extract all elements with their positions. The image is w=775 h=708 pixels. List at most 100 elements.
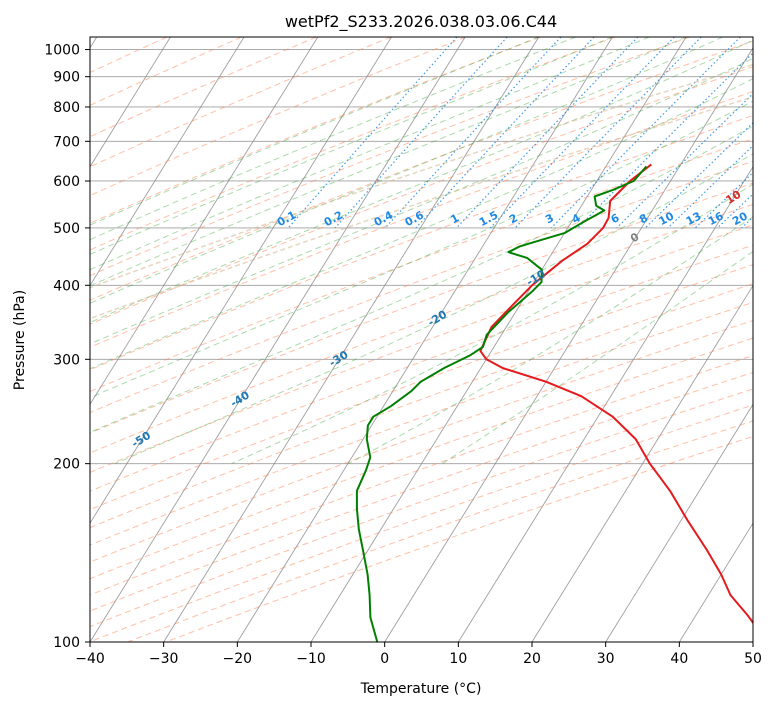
mixing-ratio-label: 6 [609,211,622,226]
mixing-ratio-line [766,37,775,228]
mixing-ratio-label: 2 [507,211,520,226]
x-tick-label: −10 [296,651,326,667]
dry-adiabat-line [90,37,616,251]
mixing-ratio-line [514,37,702,229]
isotherm-label: 0 [628,230,642,245]
mixing-ratio-line [456,37,639,229]
dry-adiabat-line [90,37,690,277]
moist-adiabat-line [90,78,753,370]
dry-adiabat-line [90,354,753,596]
moist-adiabat-line [90,100,753,399]
x-tick-label: −20 [223,651,253,667]
mixing-ratio-label: 0.6 [403,208,427,229]
mixing-ratio-line [616,92,753,229]
mixing-ratio-line [334,37,508,229]
isotherm-line [384,47,753,642]
mixing-ratio-label: 0.1 [275,209,298,230]
dry-adiabat-line [90,264,753,511]
isotherm-line [90,37,319,406]
mixing-ratio-line [550,37,741,229]
isotherm-label: -40 [228,388,252,410]
isotherm-line [752,641,753,642]
dry-adiabat-line [90,203,753,454]
moist-adiabat-line [90,37,650,271]
plot-area [90,37,775,642]
isotherm-line [605,403,753,642]
dry-adiabat-line [90,37,242,106]
y-tick-label: 800 [53,100,80,116]
moist-adiabat-line [348,216,753,465]
x-tick-label: 50 [744,651,762,667]
isotherm-label: -30 [327,348,351,370]
mixing-ratio-label: 1.5 [477,208,500,229]
y-tick-label: 300 [53,352,80,368]
dry-adiabat-line [90,90,753,348]
equivalent-potential-temperature-line [90,63,753,289]
x-tick-label: 20 [523,651,541,667]
y-tick-label: 700 [53,134,80,150]
x-tick-label: 10 [449,651,467,667]
isotherm-line [90,37,245,287]
y-tick-label: 400 [53,278,80,294]
y-tick-label: 900 [53,70,80,86]
moist-adiabat-line [90,37,539,226]
mixing-ratio-label: 3 [543,211,556,226]
isotherm-line [236,37,613,642]
chart-title: wetPf2_S233.2026.038.03.06.C44 [285,12,557,32]
line-labels: -100-90-80-70-60-50-40-30-20-10010203040… [31,188,750,491]
mixing-ratio-line [741,216,753,229]
isotherm-line [90,37,392,525]
dry-adiabat-line [90,319,753,563]
moist-adiabat-line [90,37,687,287]
mixing-ratio-line [489,37,675,229]
isotherm-line [457,165,753,642]
plot-frame [89,36,754,643]
moist-adiabat-line [90,37,724,304]
axes: −40 −30 −20 −10 0 10 20 30 40 5010009008007006005… [44,43,762,667]
x-axis-title: Temperature (°C) [360,681,482,697]
moist-adiabat-line [90,125,753,433]
y-tick-label: 600 [53,174,80,190]
isotherm-label: -50 [129,429,153,451]
dry-adiabat-line [90,37,392,168]
moist-adiabat-line [90,37,613,255]
dry-adiabat-line [90,224,753,473]
x-tick-label: 0 [380,651,389,667]
dry-adiabat-line [90,371,753,612]
x-tick-label: −30 [149,651,179,667]
mixing-ratio-label: 13 [684,209,704,228]
mixing-ratio-line [384,37,562,229]
dry-adiabat-line [90,388,753,628]
dry-adiabat-line [90,160,753,414]
dry-adiabat-line [90,37,466,197]
y-tick-label: 200 [53,457,80,473]
isotherm-line [90,37,466,642]
temperature-profile-line [479,163,753,625]
dry-adiabat-line [90,37,541,224]
dry-adiabat-line [90,404,753,642]
mixing-ratio-label: 0.2 [322,208,345,229]
mixing-ratio-label: 10 [657,209,677,228]
dry-adiabat-line [90,40,753,301]
mixing-ratio-line [415,37,595,229]
mixing-ratio-label: 16 [706,209,726,228]
moist-adiabat-line [90,39,753,324]
isotherm-line [531,284,753,642]
y-tick-label: 100 [53,635,80,651]
isotherm-label: 10 [724,188,744,207]
dewpoint-profile-line [355,165,648,642]
moist-adiabat-line [231,183,753,465]
mixing-ratio-line [287,37,458,229]
isotherm-line [310,37,687,642]
isotherm-label: -60 [31,469,55,491]
moist-adiabat-line [114,153,753,465]
dry-adiabat-line [165,435,753,642]
y-axis-title: Pressure (hPa) [12,290,28,390]
mixing-ratio-label: 0.4 [372,208,396,229]
dry-adiabat-line [90,66,753,325]
x-tick-label: 30 [597,651,615,667]
x-tick-label: 40 [670,651,688,667]
moist-adiabat-line [90,37,576,241]
isotherm-line [678,522,753,642]
